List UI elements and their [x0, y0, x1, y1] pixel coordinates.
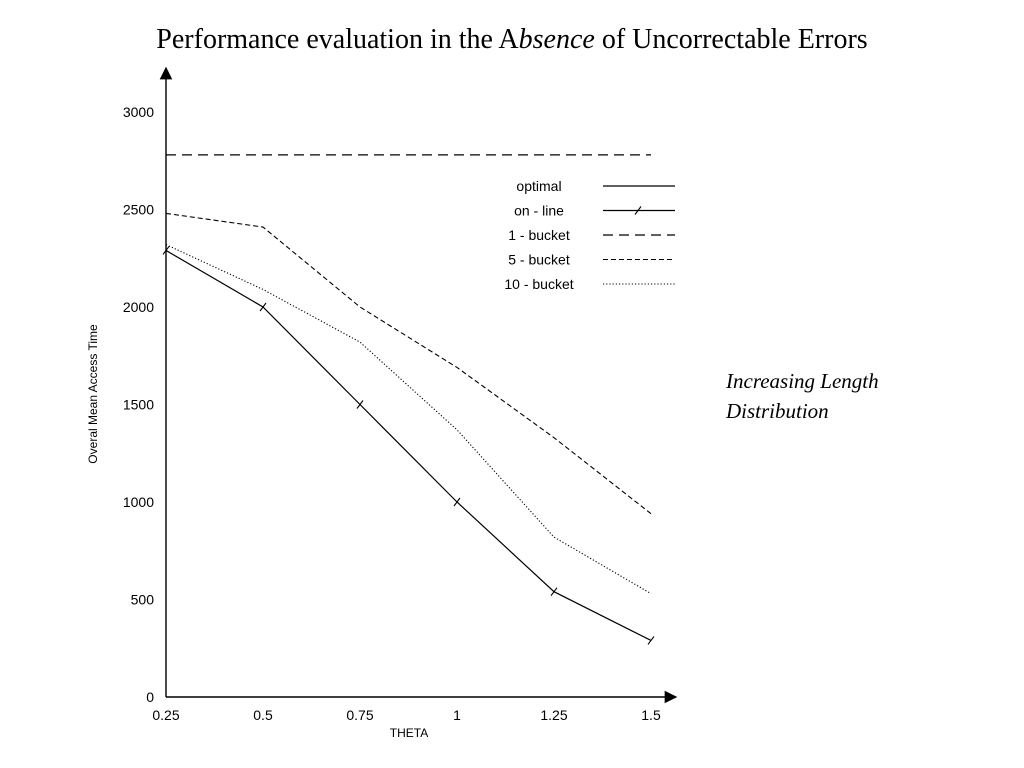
series-point-online	[356, 400, 364, 409]
x-tick-label: 0.25	[152, 707, 179, 723]
side-note-line-2: Distribution	[726, 399, 829, 423]
side-note: Increasing Length Distribution	[726, 366, 986, 426]
y-tick-label: 1000	[123, 494, 154, 510]
x-axis-label: THETA	[390, 726, 428, 740]
y-tick-label: 2000	[123, 299, 154, 315]
x-tick-label: 0.75	[346, 707, 373, 723]
chart-tick-labels: 0.25 0.5 0.75 1 1.25 1.5 0 500 1000 1500 2000 2500 3…	[123, 104, 661, 723]
y-tick-label: 500	[131, 592, 155, 608]
side-note-line-1: Increasing Length	[726, 369, 879, 393]
series-point-online	[453, 497, 461, 507]
series-point-online	[647, 636, 655, 645]
x-tick-label: 1.25	[540, 707, 567, 723]
slide-title: Performance evaluation in the Absence of…	[156, 24, 868, 55]
legend-label-ten-bucket: 10 - bucket	[504, 276, 573, 292]
legend-label-one-bucket: 1 - bucket	[508, 227, 570, 243]
x-tick-label: 0.5	[253, 707, 273, 723]
x-tick-label: 1	[453, 707, 461, 723]
legend-label-five-bucket: 5 - bucket	[508, 252, 570, 268]
y-tick-label: 2500	[123, 202, 154, 218]
legend-label-optimal: optimal	[516, 178, 561, 194]
chart-axes	[159, 66, 678, 704]
y-tick-label: 1500	[123, 397, 154, 413]
legend-label-online: on - line	[514, 203, 564, 219]
chart-series	[162, 154, 655, 645]
y-tick-label: 0	[146, 689, 154, 705]
y-tick-label: 3000	[123, 104, 154, 120]
series-point-online	[550, 587, 558, 597]
y-axis-label: Overal Mean Access Time	[86, 324, 100, 464]
chart-legend: optimal on - line 1 - bucket 5 - bucket 10 -…	[504, 178, 675, 292]
series-point-online	[162, 246, 170, 255]
x-tick-label: 1.5	[641, 707, 661, 723]
series-line-five-bucket	[165, 212, 652, 515]
legend-marker-online	[634, 206, 642, 215]
series-line-online	[165, 249, 652, 641]
series-line-ten-bucket	[165, 244, 652, 595]
series-point-online	[259, 302, 267, 312]
